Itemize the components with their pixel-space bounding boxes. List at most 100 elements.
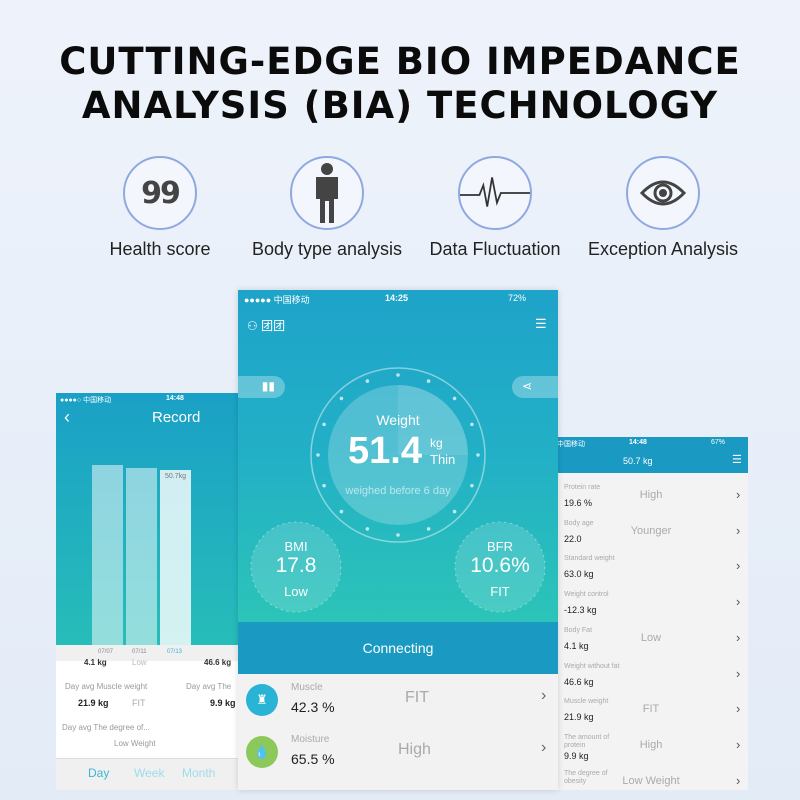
stat-label: Day avg Muscle weight <box>65 682 148 691</box>
dial-tick <box>322 483 326 488</box>
weight-unit: kg <box>430 436 443 450</box>
feature-data-fluctuation: Data Fluctuation <box>410 156 580 260</box>
row-value: 19.6 % <box>564 498 593 508</box>
detail-row[interactable]: Protein rate 19.6 % High › <box>555 481 748 517</box>
bar-date[interactable]: 07/13 <box>167 649 183 655</box>
user-icon: ⚇ <box>247 319 258 333</box>
dial-tick <box>426 379 431 383</box>
chevron-right-icon: › <box>541 687 547 704</box>
detail-row[interactable]: Standard weight 63.0 kg › <box>555 552 748 588</box>
row-status: High <box>639 489 663 501</box>
record-screen: ●●●●○ 中国移动 14:48 ‹ Record 50.7kg 07/07 0… <box>56 393 242 790</box>
menu-icon[interactable]: ☰ <box>535 316 547 331</box>
dial-tick <box>396 373 400 377</box>
tab-day[interactable]: Day <box>88 766 110 780</box>
chevron-right-icon: › <box>736 772 741 788</box>
chevron-right-icon: › <box>736 594 741 610</box>
chevron-right-icon: › <box>736 701 741 717</box>
row-status: High <box>398 741 431 758</box>
row-status: High <box>639 738 663 751</box>
detail-row[interactable]: Body Fat 4.1 kg Low › <box>555 624 748 660</box>
weight-label: Weight <box>376 412 420 428</box>
row-value: 42.3 % <box>291 699 335 715</box>
row-value: 63.0 kg <box>564 569 594 580</box>
row-value: -12.3 kg <box>564 605 597 616</box>
muscle-icon: ♜ <box>246 684 278 716</box>
dial-tick <box>470 483 474 488</box>
user-button[interactable]: ⚇ 团团 <box>247 317 285 334</box>
row-label: Muscle weight <box>564 698 609 706</box>
dial-tick <box>322 422 326 427</box>
page-title: Record <box>152 409 201 426</box>
chevron-right-icon: › <box>736 558 741 574</box>
pulse-icon <box>458 156 532 230</box>
row-value: 9.9 kg <box>564 750 589 761</box>
feature-label: Data Fluctuation <box>429 239 561 259</box>
detail-row[interactable]: The amount of protein 9.9 kg High › <box>555 731 748 767</box>
row-label: Body age <box>564 519 594 527</box>
bfr-label: BFR <box>487 539 513 554</box>
share-icon[interactable]: ⋖ <box>512 376 558 398</box>
feature-label: Health score <box>109 239 211 259</box>
headline-line-2: ANALYSIS (BIA) TECHNOLOGY <box>81 84 719 127</box>
status-battery: 67% <box>711 439 726 446</box>
main-screen: ●●●●● 中国移动 14:25 72% ⚇ 团团 ☰ ▮▮ ⋖ Weight … <box>238 290 558 790</box>
row-value: 22.0 <box>564 533 582 544</box>
record-bar[interactable]: 50.7kg <box>160 469 191 645</box>
record-bar[interactable] <box>92 465 123 645</box>
record-bar[interactable] <box>126 467 157 645</box>
dial-tick <box>339 396 344 401</box>
row-status: Low Weight <box>622 774 680 787</box>
row-status: FIT <box>405 689 429 706</box>
chevron-right-icon: › <box>736 629 741 645</box>
feature-exception-analysis: Exception Analysis <box>578 156 748 260</box>
feature-health-score: 99 Health score <box>75 156 245 260</box>
tab-week[interactable]: Week <box>134 766 165 780</box>
bmi-status: Low <box>284 584 308 599</box>
row-value: 65.5 % <box>291 751 335 767</box>
stat-status: Low Weight <box>114 739 156 748</box>
bar-value-label: 50.7kg <box>164 472 187 480</box>
tab-month[interactable]: Month <box>182 766 216 780</box>
chart-icon[interactable]: ▮▮ <box>238 376 285 398</box>
row-label: Weight without fat <box>564 662 620 670</box>
dial-tick <box>339 509 344 514</box>
row-label: Body Fat <box>564 626 593 634</box>
row-value: 21.9 kg <box>564 712 594 723</box>
feature-body-type: Body type analysis <box>242 156 412 260</box>
row-label: The degree of obesity <box>564 769 608 785</box>
chevron-right-icon: › <box>736 522 741 538</box>
weight-status: Thin <box>430 452 456 467</box>
chevron-right-icon: › <box>736 487 741 502</box>
chevron-right-icon: › <box>736 736 741 752</box>
health-score-icon: 99 <box>123 156 197 230</box>
status-time: 14:48 <box>166 395 184 402</box>
weight-value: 51.4 <box>348 430 422 472</box>
row-label: Weight control <box>564 591 609 599</box>
stat-value: 21.9 kg <box>78 698 109 708</box>
menu-icon[interactable]: ☰ <box>732 454 742 466</box>
dial-tick <box>365 379 370 383</box>
detail-row[interactable]: Body age 22.0 Younger › <box>555 517 748 553</box>
dial-tick <box>365 527 370 531</box>
moisture-row[interactable]: 💧 Moisture 65.5 % High › <box>238 726 558 778</box>
connecting-button[interactable]: Connecting <box>238 622 558 674</box>
muscle-row[interactable]: ♜ Muscle 42.3 % FIT › <box>238 674 558 726</box>
row-label: Protein rate <box>564 484 601 491</box>
detail-row[interactable]: Weight control -12.3 kg › <box>555 588 748 624</box>
back-icon[interactable]: ‹ <box>64 407 70 427</box>
headline: CUTTING-EDGE BIO IMPEDANCE ANALYSIS (BIA… <box>0 40 800 128</box>
row-value: 4.1 kg <box>564 640 589 651</box>
detail-row[interactable]: Weight without fat 46.6 kg › <box>555 660 748 696</box>
row-label: Muscle <box>291 682 323 693</box>
dial-tick <box>452 509 457 514</box>
stat-label: Day avg The degree of... <box>62 723 150 732</box>
stat-value: 4.1 kg <box>84 658 107 667</box>
detail-row[interactable]: The degree of obesity Low Weight › <box>555 767 748 790</box>
row-status: Low <box>640 631 662 644</box>
water-drop-icon: 💧 <box>246 736 278 768</box>
row-label: Moisture <box>291 734 330 745</box>
detail-row[interactable]: Muscle weight 21.9 kg FIT › <box>555 695 748 731</box>
bar-date[interactable]: 07/11 <box>132 649 147 655</box>
bar-date[interactable]: 07/07 <box>98 649 114 655</box>
